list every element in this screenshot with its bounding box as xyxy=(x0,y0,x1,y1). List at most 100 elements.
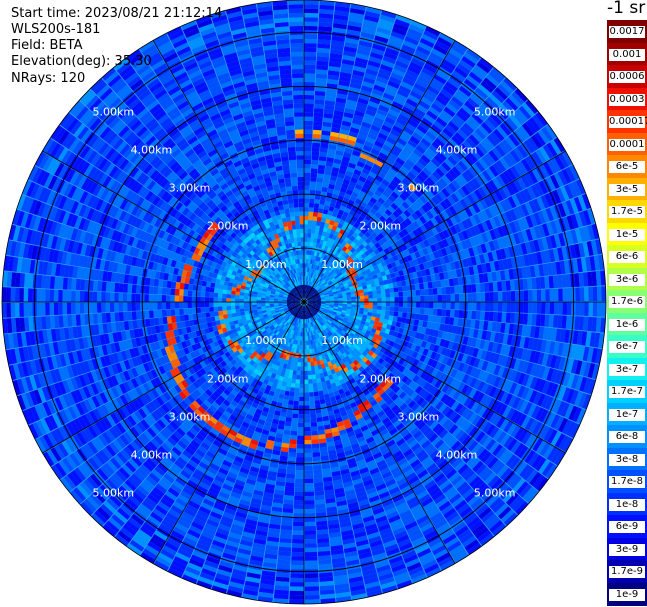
ppi-gate xyxy=(298,409,304,415)
ppi-gate xyxy=(390,243,398,250)
ppi-gate xyxy=(296,370,301,376)
ppi-gate xyxy=(304,491,315,497)
ppi-gate xyxy=(339,164,348,171)
ppi-gate xyxy=(304,401,310,406)
ppi-gate xyxy=(342,54,356,62)
ppi-gate xyxy=(314,194,321,200)
ppi-gate xyxy=(531,314,537,326)
ppi-gate xyxy=(304,362,308,367)
ppi-gate xyxy=(315,86,326,92)
ppi-gate xyxy=(496,106,509,120)
ppi-gate xyxy=(304,452,313,458)
ppi-gate xyxy=(341,120,352,127)
ppi-gate xyxy=(539,163,550,178)
ppi-gate xyxy=(554,155,565,170)
ppi-gate xyxy=(346,29,361,36)
ppi-gate xyxy=(420,138,432,148)
ppi-gate xyxy=(381,10,397,19)
ppi-gate xyxy=(307,366,312,371)
ppi-gate xyxy=(404,73,417,83)
ppi-gate xyxy=(497,84,511,97)
ppi-gate xyxy=(387,231,395,239)
ppi-gate xyxy=(364,295,369,299)
ppi-gate xyxy=(405,233,413,242)
ppi-gate xyxy=(390,261,397,268)
ppi-gate xyxy=(321,130,331,136)
ppi-gate xyxy=(343,259,349,265)
ppi-gate xyxy=(412,229,420,237)
ppi-gate xyxy=(314,103,325,109)
ppi-gate xyxy=(356,161,365,168)
ppi-gate xyxy=(295,379,300,384)
ppi-gate xyxy=(323,281,328,286)
ppi-gate xyxy=(331,167,340,173)
ppi-gate xyxy=(419,308,425,315)
ppi-gate xyxy=(445,208,454,218)
ppi-gate xyxy=(344,42,358,49)
ppi-gate xyxy=(418,141,429,151)
ppi-gate xyxy=(394,226,402,234)
ppi-gate xyxy=(407,195,416,204)
ppi-gate xyxy=(290,430,298,436)
ppi-gate xyxy=(328,144,337,150)
ppi-gate xyxy=(340,286,345,290)
ppi-gate xyxy=(506,152,517,166)
ppi-gate xyxy=(332,118,342,125)
ppi-gate xyxy=(316,252,320,257)
ppi-gate xyxy=(377,276,384,282)
ppi-gate xyxy=(291,551,304,557)
ppi-gate xyxy=(309,292,314,296)
ppi-gate xyxy=(579,302,585,316)
ppi-gate xyxy=(308,285,311,290)
ppi-gate xyxy=(364,250,371,257)
ppi-gate xyxy=(522,278,528,290)
ppi-gate xyxy=(358,264,364,270)
ppi-gate xyxy=(536,196,546,210)
ppi-gate xyxy=(472,202,481,214)
ppi-gate xyxy=(406,32,421,42)
ppi-gate xyxy=(515,302,520,313)
ppi-gate xyxy=(409,167,420,177)
ppi-gate xyxy=(537,224,546,238)
ppi-gate xyxy=(437,294,443,302)
ppi-gate xyxy=(331,279,337,284)
ppi-gate xyxy=(336,213,343,220)
ppi-gate xyxy=(339,129,350,136)
ppi-gate xyxy=(297,357,302,363)
ppi-gate xyxy=(317,271,322,276)
ppi-gate xyxy=(377,297,382,302)
ppi-gate xyxy=(329,202,336,208)
ppi-gate xyxy=(355,247,362,253)
ppi-gate xyxy=(294,500,304,505)
ppi-gate xyxy=(373,116,385,125)
ppi-gate xyxy=(347,250,353,257)
ppi-gate xyxy=(306,280,309,286)
ppi-gate xyxy=(378,104,390,113)
ppi-gate xyxy=(432,251,440,259)
ppi-gate xyxy=(491,67,506,81)
ppi-gate xyxy=(371,214,379,222)
ppi-gate xyxy=(305,289,307,294)
ppi-gate xyxy=(321,286,326,291)
ppi-gate xyxy=(468,180,478,191)
ppi-gate xyxy=(510,312,516,324)
ppi-gate xyxy=(339,219,345,225)
ppi-gate xyxy=(445,237,453,246)
ppi-gate xyxy=(407,296,412,302)
ppi-gate xyxy=(446,217,454,228)
ppi-gate xyxy=(294,483,304,488)
ppi-gate xyxy=(325,91,337,98)
ppi-gate xyxy=(373,264,379,271)
ppi-gate xyxy=(320,296,326,299)
ppi-gate xyxy=(426,245,433,254)
ppi-gate xyxy=(339,76,351,83)
ppi-gate xyxy=(352,255,358,262)
ppi-gate xyxy=(347,239,353,245)
ppi-gate xyxy=(381,212,390,220)
ppi-gate xyxy=(424,201,433,211)
ppi-gate xyxy=(354,274,360,279)
ppi-gate xyxy=(304,586,320,592)
ppi-gate xyxy=(307,263,310,268)
ppi-gate xyxy=(354,266,360,272)
